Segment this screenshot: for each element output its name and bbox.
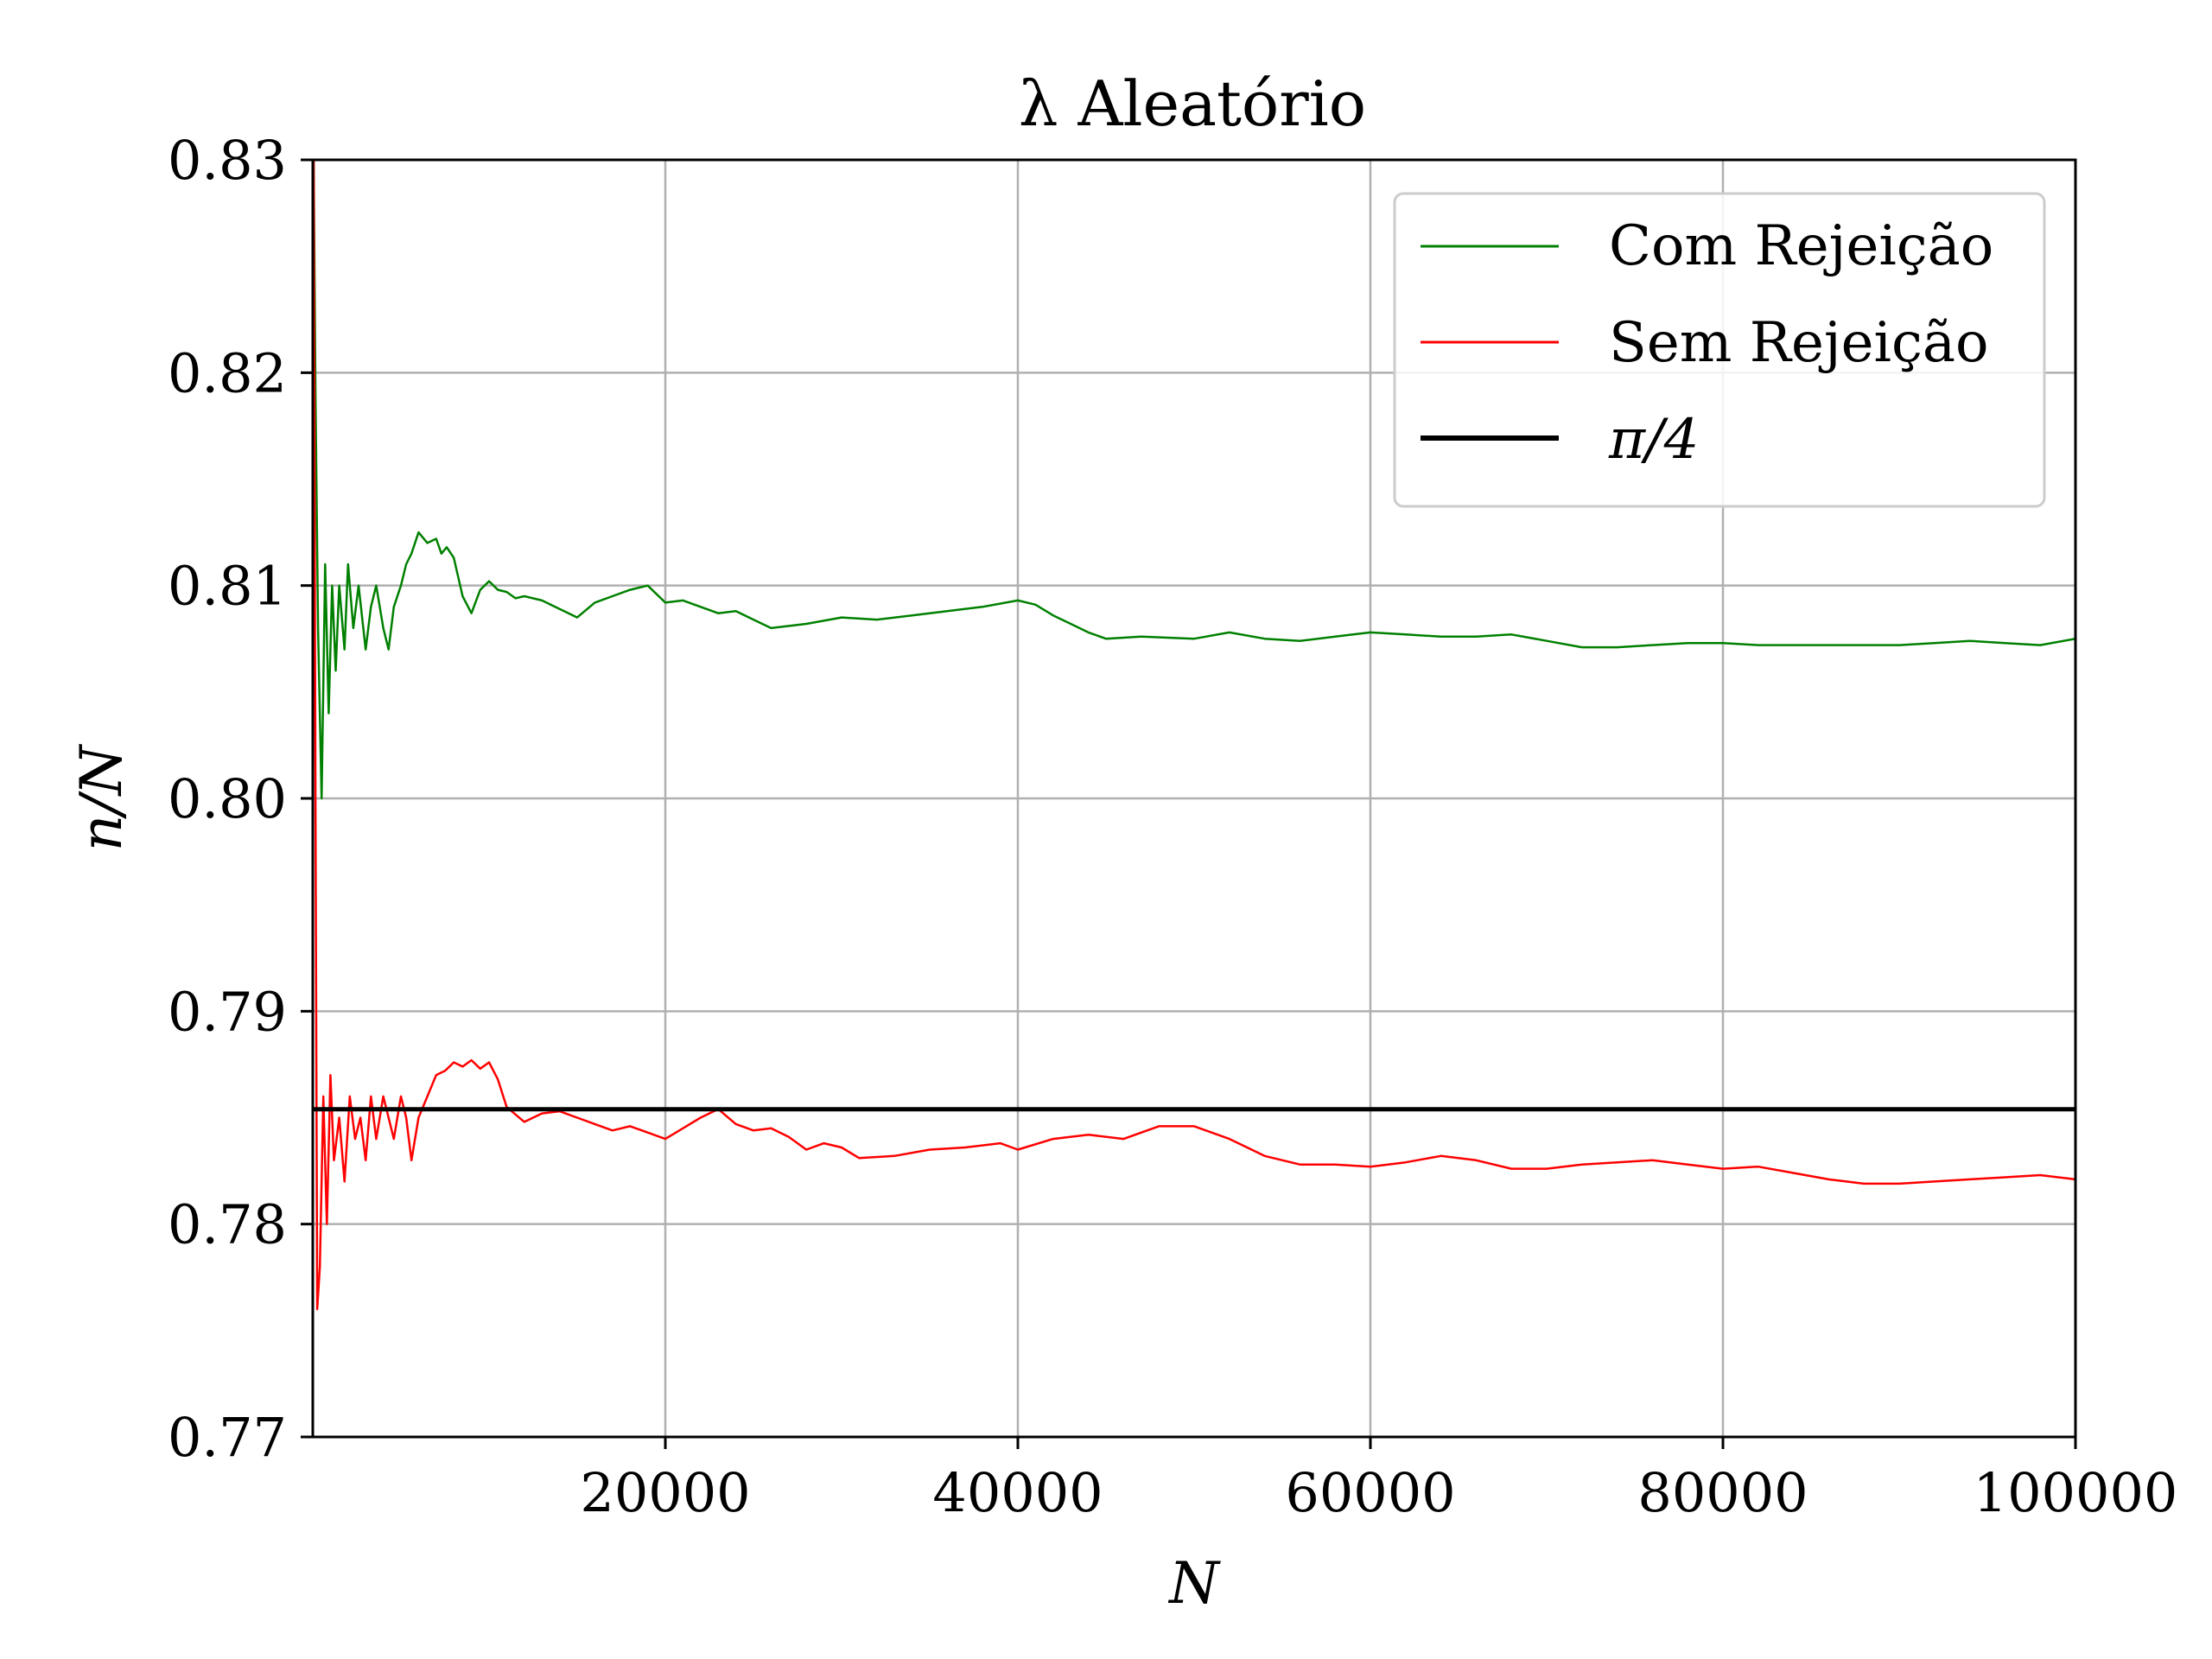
y-tick-label: 0.79 [168, 980, 287, 1043]
x-tick-label: 100000 [1974, 1461, 2178, 1524]
y-tick-label: 0.82 [168, 341, 287, 404]
y-tick-label: 0.83 [168, 129, 287, 192]
chart-title: λ Aleatório [1019, 67, 1366, 140]
x-tick-label: 40000 [932, 1461, 1103, 1524]
x-axis-label: N [1167, 1550, 1221, 1617]
y-tick-label: 0.81 [168, 555, 287, 618]
x-tick-label: 80000 [1637, 1461, 1808, 1524]
y-axis-ticks: 0.77 0.78 0.79 0.80 0.81 0.82 0.83 [168, 129, 313, 1469]
y-tick-label: 0.78 [168, 1193, 287, 1256]
x-tick-label: 20000 [580, 1461, 750, 1524]
y-tick-label: 0.77 [168, 1406, 287, 1469]
legend-label-sem-rejeicao: Sem Rejeição [1609, 311, 1989, 375]
series-line-sem-rejeicao [313, 160, 2075, 1311]
series-layer [313, 160, 2075, 1311]
x-axis-ticks: 20000 40000 60000 80000 100000 [580, 1437, 2177, 1524]
legend: Com Rejeição Sem Rejeição π/4 [1393, 192, 2046, 508]
legend-label-pi-over-4: π/4 [1608, 408, 1699, 472]
y-tick-label: 0.80 [168, 767, 287, 830]
legend-label-com-rejeicao: Com Rejeição [1609, 214, 1993, 278]
series-line-com-rejeicao [313, 160, 2075, 800]
y-axis-label: n/N [68, 744, 135, 852]
legend-box [1393, 192, 2046, 508]
x-tick-label: 60000 [1285, 1461, 1455, 1524]
